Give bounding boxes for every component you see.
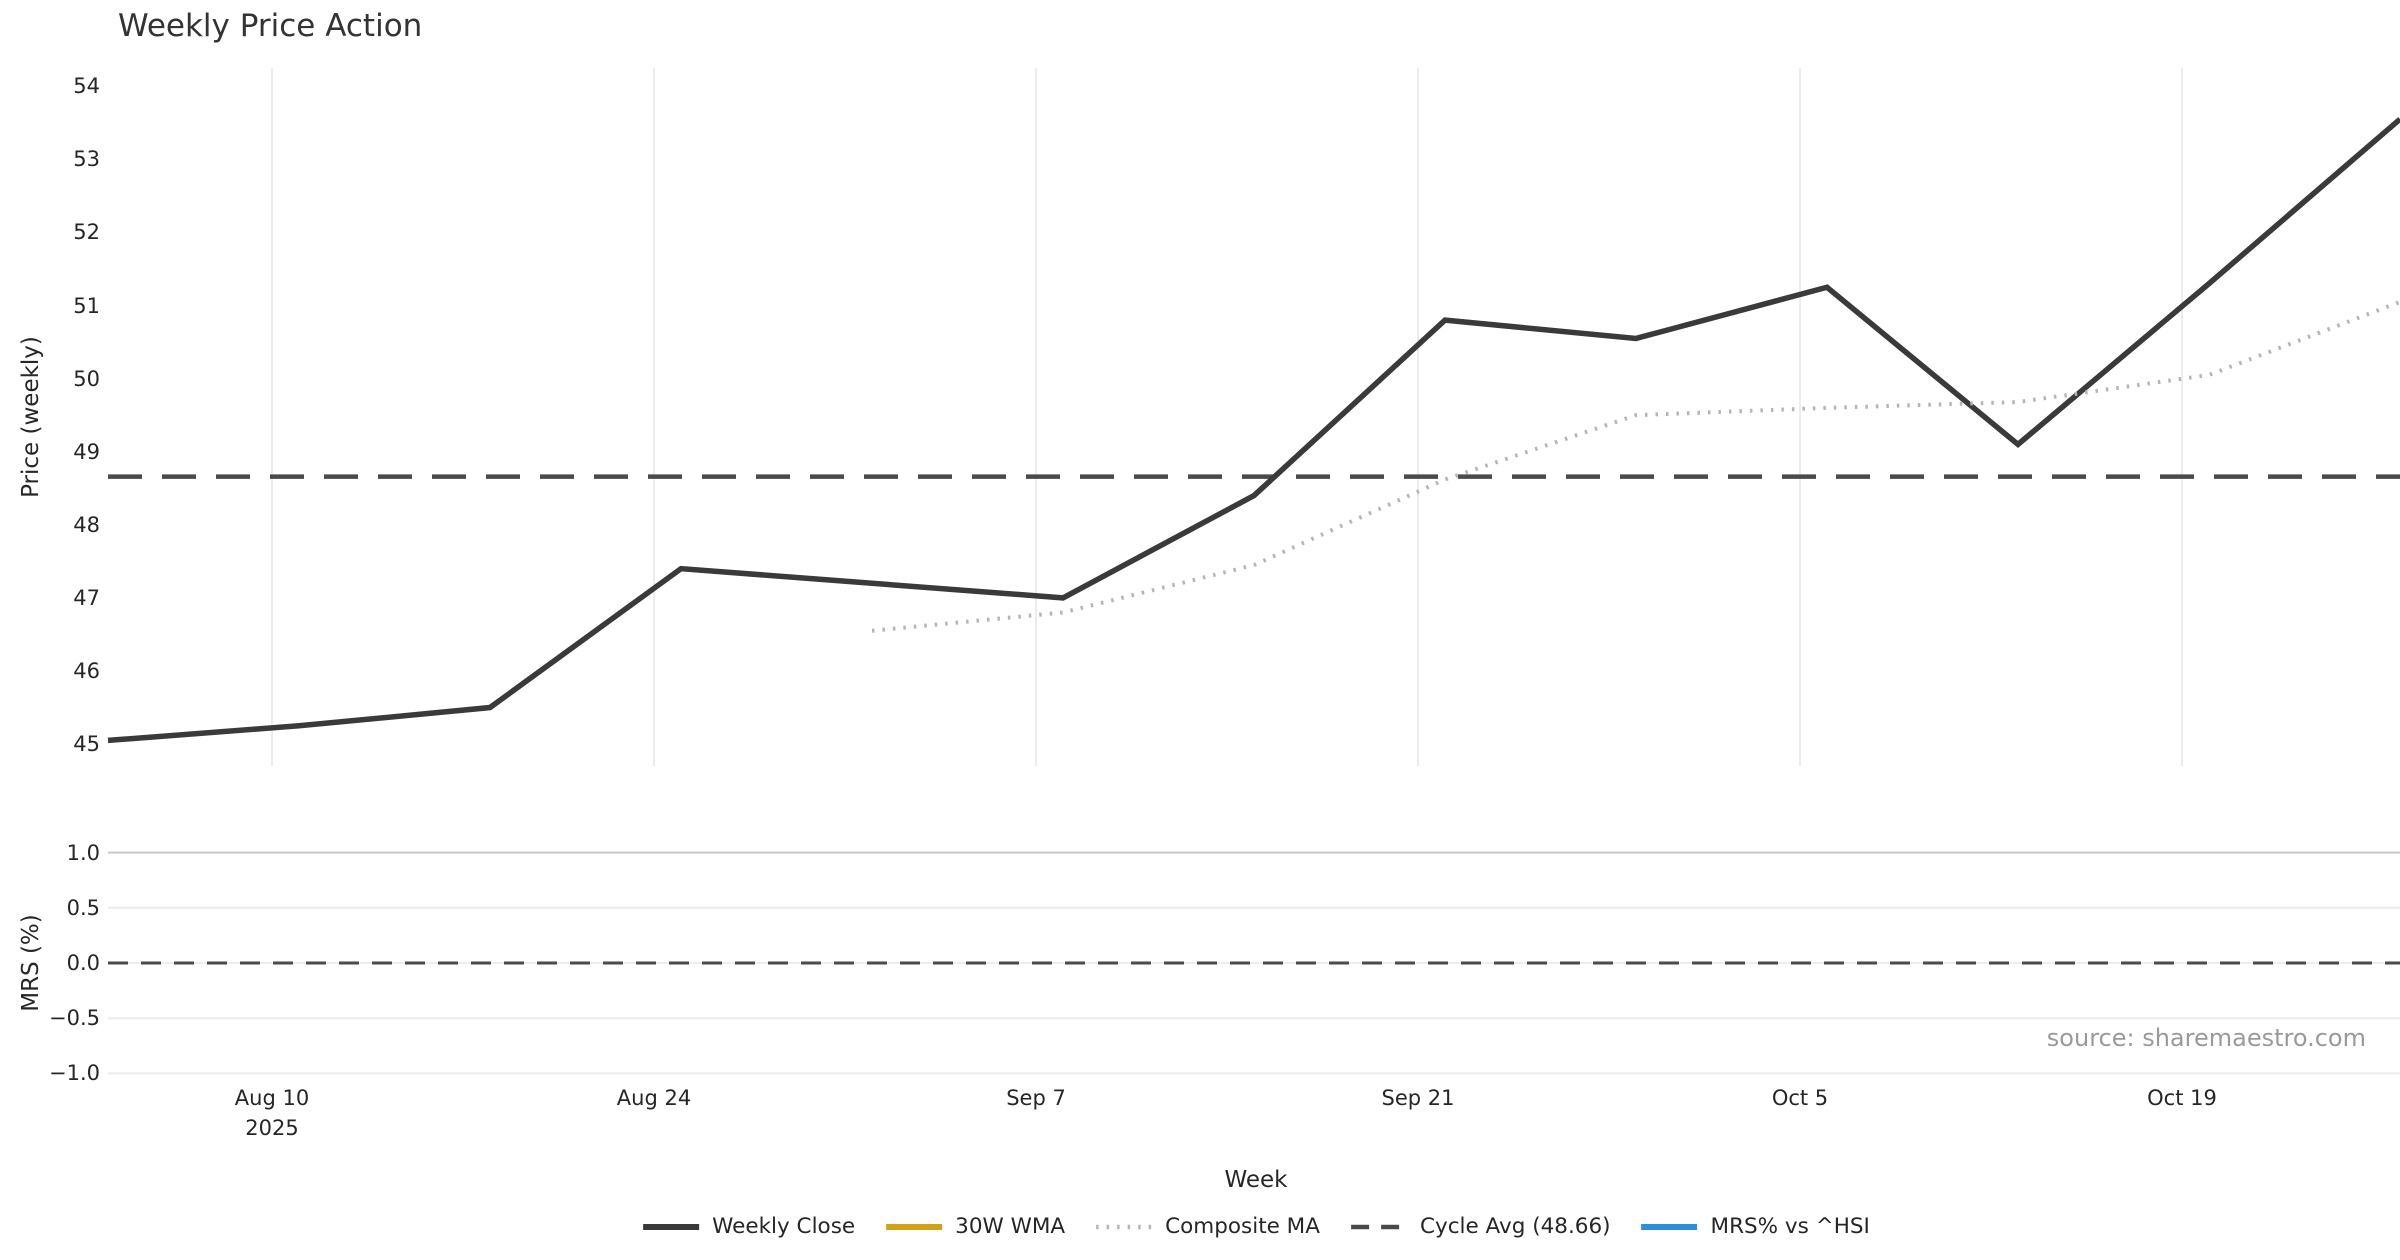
legend-label: 30W WMA bbox=[955, 1214, 1066, 1239]
x-tick-5: Oct 19 bbox=[2147, 1086, 2217, 1110]
price-ytick-52: 52 bbox=[73, 220, 100, 245]
mrs-ytick-4: −1.0 bbox=[49, 1061, 100, 1086]
legend-item-mrs-vs-hsi: MRS% vs ^HSI bbox=[1641, 1214, 1870, 1239]
price-ytick-51: 51 bbox=[73, 293, 100, 318]
price-ytick-54: 54 bbox=[73, 74, 100, 99]
chart-title: Weekly Price Action bbox=[118, 8, 423, 44]
series-weekly-close bbox=[107, 117, 2400, 744]
mrs-ytick-1: 0.5 bbox=[66, 895, 100, 920]
legend-item-weekly-close: Weekly Close bbox=[642, 1214, 855, 1239]
legend-swatch-dotted bbox=[1096, 1224, 1153, 1229]
legend-item-30w-wma: 30W WMA bbox=[885, 1214, 1065, 1239]
mrs-ytick-0: 1.0 bbox=[66, 840, 100, 865]
legend-swatch-solid bbox=[643, 1223, 700, 1230]
price-axis-label: Price (weekly) bbox=[18, 336, 44, 498]
x-tick-2: Sep 7 bbox=[1006, 1086, 1066, 1110]
x-tick-4: Oct 5 bbox=[1771, 1086, 1829, 1110]
legend: Weekly Close 30W WMA Composite MA Cycle Avg… bbox=[642, 1214, 1870, 1239]
price-ytick-45: 45 bbox=[73, 732, 100, 757]
legend-label: Composite MA bbox=[1165, 1214, 1320, 1239]
price-ytick-50: 50 bbox=[73, 366, 100, 391]
mrs-ytick-2: 0.0 bbox=[66, 951, 100, 975]
legend-label: Weekly Close bbox=[712, 1214, 856, 1239]
source-note: source: sharemaestro.com bbox=[2046, 1024, 2366, 1052]
legend-label: Cycle Avg (48.66) bbox=[1419, 1214, 1611, 1239]
x-tick-1: Aug 24 bbox=[616, 1086, 692, 1110]
mrs-ytick-3: −0.5 bbox=[49, 1006, 100, 1031]
legend-swatch-dashed bbox=[1350, 1224, 1407, 1229]
legend-swatch-solid bbox=[886, 1223, 943, 1230]
series-composite-ma bbox=[871, 300, 2400, 633]
price-ytick-53: 53 bbox=[73, 147, 100, 172]
x-axis-label: Week bbox=[1224, 1167, 1288, 1193]
legend-swatch-solid bbox=[1641, 1223, 1698, 1230]
legend-item-cycle-avg-48-66-: Cycle Avg (48.66) bbox=[1350, 1214, 1611, 1239]
price-ytick-49: 49 bbox=[73, 439, 100, 464]
x-tick-0: Aug 10 2025 bbox=[234, 1086, 310, 1141]
price-ytick-47: 47 bbox=[73, 585, 100, 610]
price-ytick-48: 48 bbox=[73, 512, 100, 537]
mrs-axis-label: MRS (%) bbox=[18, 914, 44, 1012]
price-ytick-46: 46 bbox=[73, 658, 100, 683]
legend-label: MRS% vs ^HSI bbox=[1710, 1214, 1870, 1239]
legend-item-composite-ma: Composite MA bbox=[1095, 1214, 1320, 1239]
x-tick-3: Sep 21 bbox=[1381, 1086, 1455, 1110]
